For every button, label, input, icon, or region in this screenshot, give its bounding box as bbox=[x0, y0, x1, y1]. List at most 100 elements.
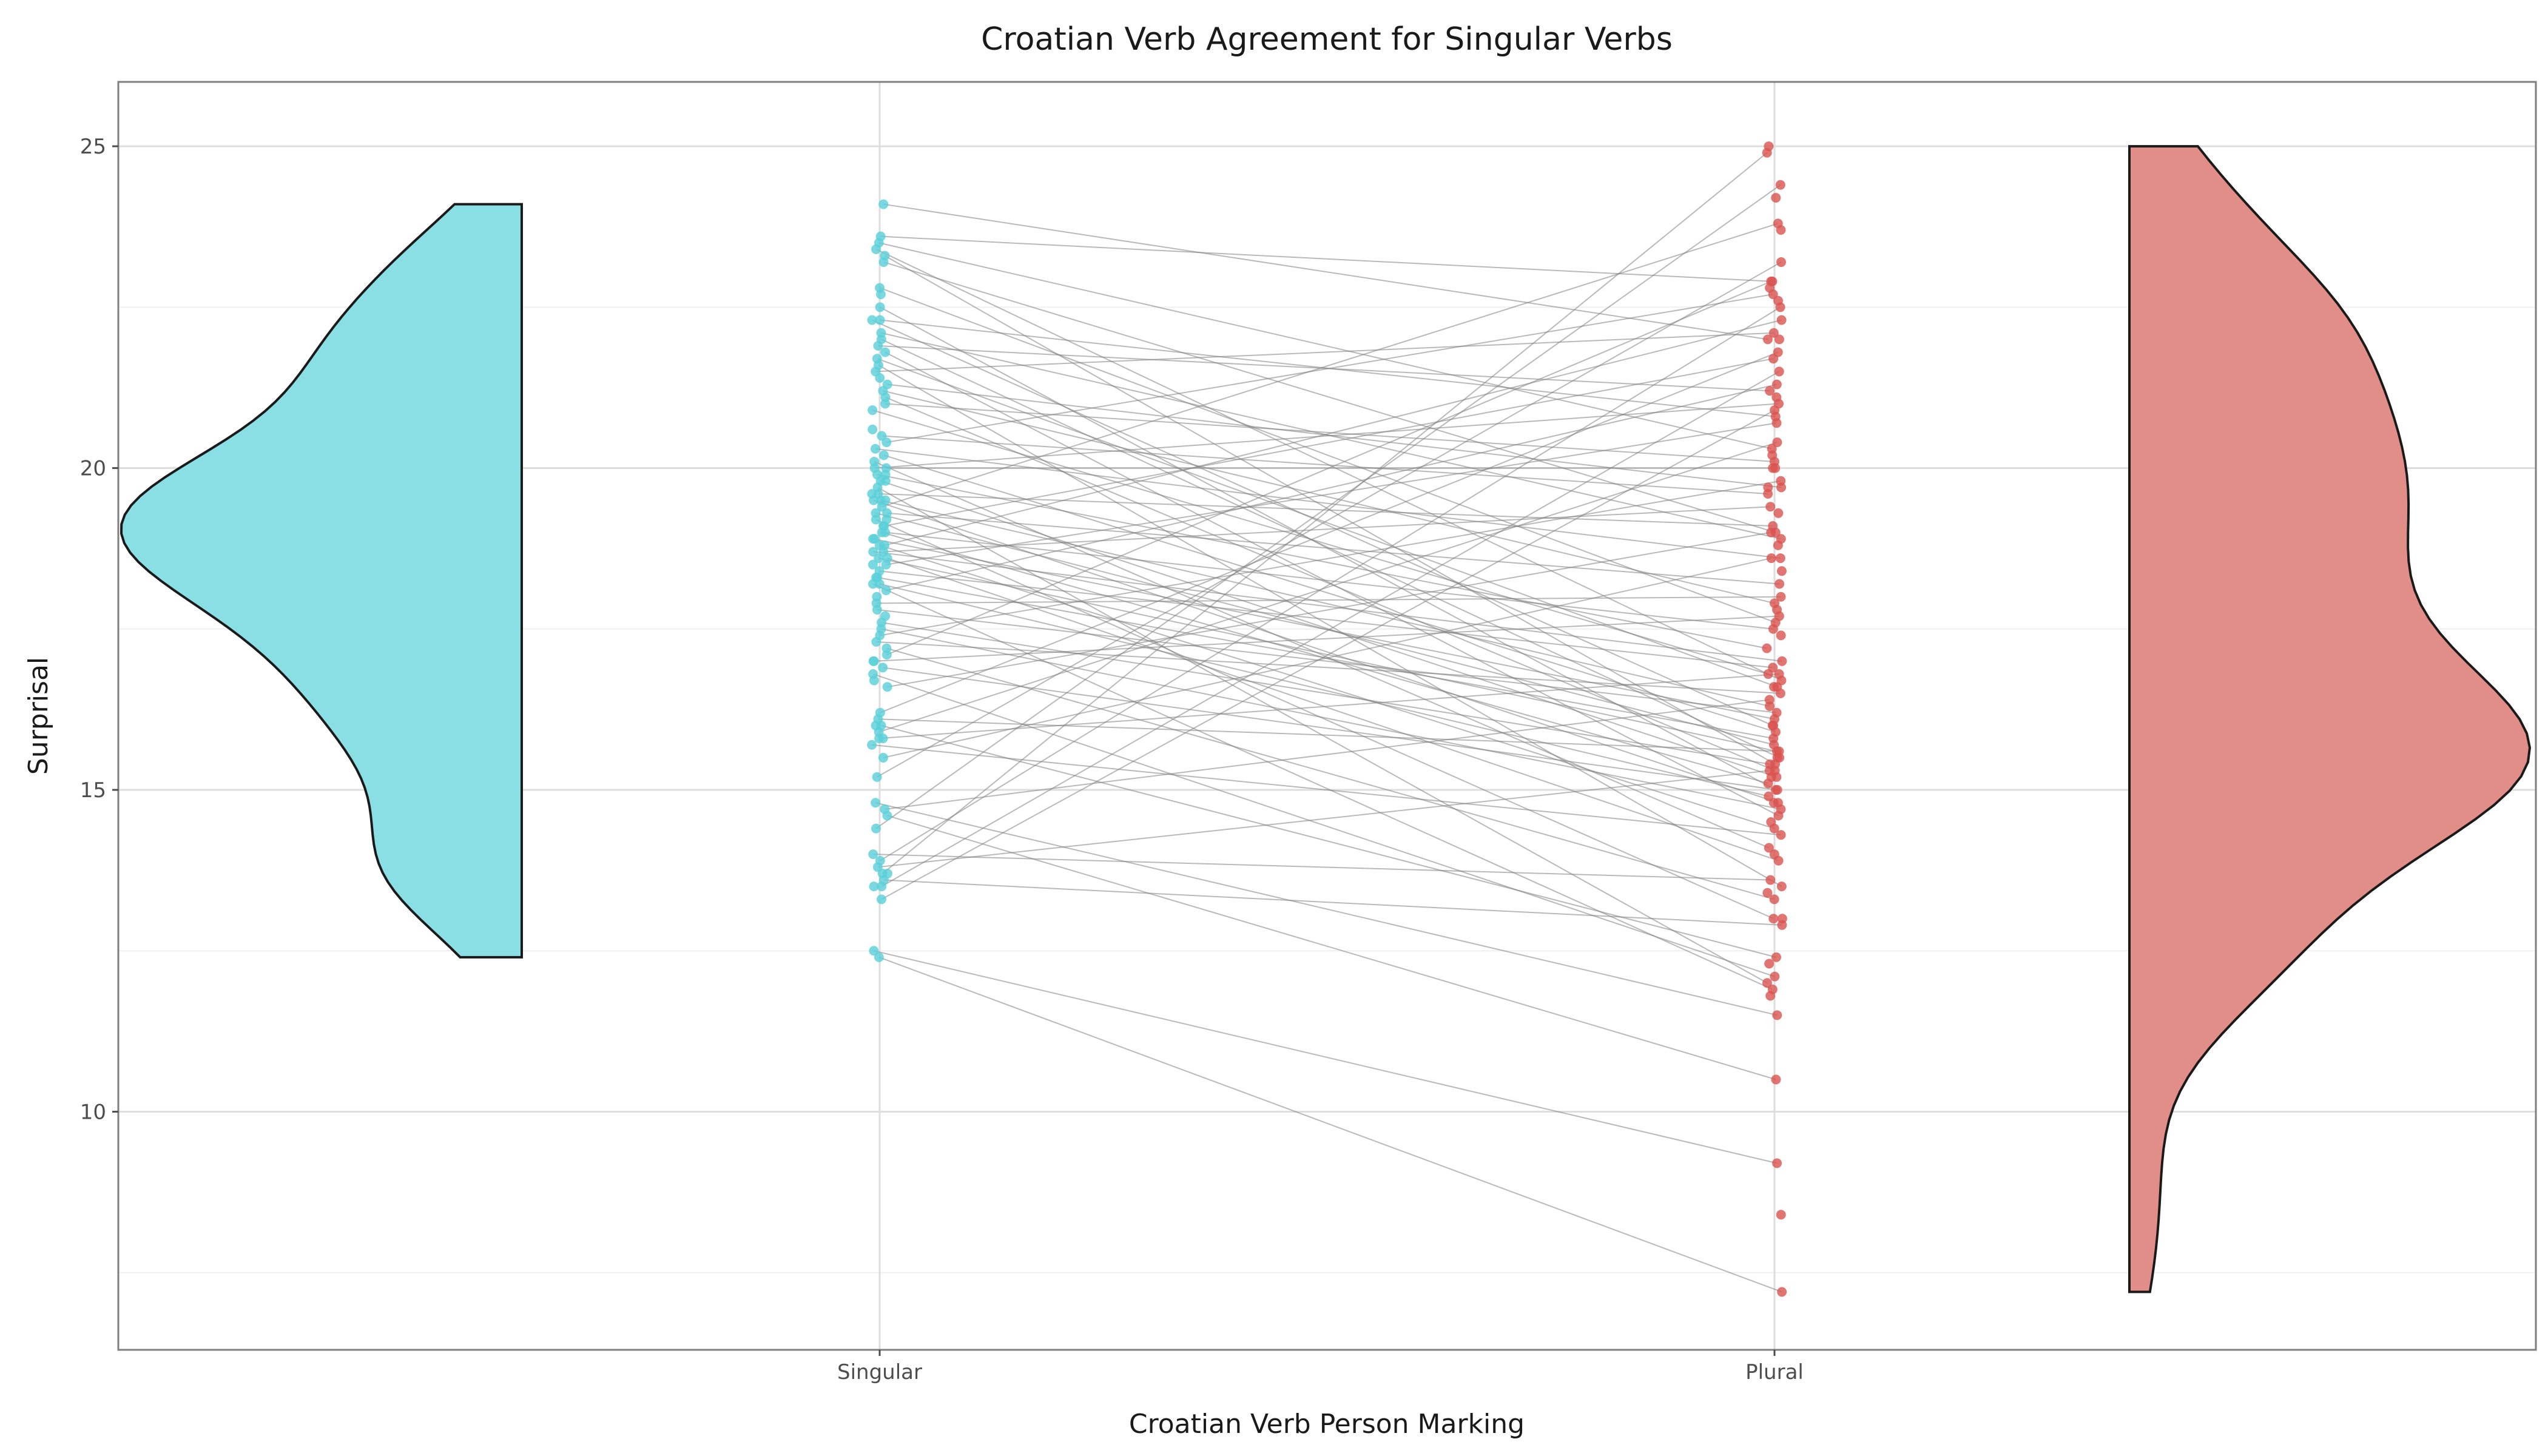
point-plural bbox=[1773, 347, 1783, 357]
pair-line bbox=[884, 319, 1782, 546]
point-plural bbox=[1765, 386, 1775, 396]
pair-line bbox=[880, 480, 1781, 636]
point-singular bbox=[867, 315, 877, 325]
pair-line bbox=[881, 223, 1779, 508]
pair-line bbox=[874, 403, 1779, 469]
point-plural bbox=[1769, 894, 1779, 905]
point-plural bbox=[1772, 1010, 1782, 1020]
pair-line bbox=[885, 699, 1770, 810]
point-singular bbox=[872, 592, 882, 602]
pair-line bbox=[886, 647, 1774, 900]
point-plural bbox=[1775, 688, 1785, 698]
pair-line bbox=[874, 615, 1779, 662]
pair-line bbox=[875, 802, 1778, 1016]
pair-line bbox=[876, 596, 1781, 604]
point-singular bbox=[880, 347, 891, 357]
pair-line bbox=[875, 332, 1774, 372]
point-singular bbox=[875, 289, 886, 300]
violin-singular bbox=[120, 203, 523, 959]
point-singular bbox=[868, 424, 878, 434]
x-axis-ticks: Singular Plural bbox=[837, 1350, 1804, 1384]
point-plural bbox=[1771, 418, 1782, 428]
pair-line bbox=[887, 815, 1776, 1080]
x-tick-label: Singular bbox=[837, 1360, 922, 1384]
pair-line bbox=[875, 184, 1781, 829]
pair-line bbox=[877, 261, 1782, 778]
point-singular bbox=[878, 521, 889, 531]
point-plural bbox=[1772, 1158, 1782, 1168]
point-plural bbox=[1767, 450, 1778, 460]
point-plural bbox=[1772, 785, 1782, 795]
point-plural bbox=[1771, 707, 1782, 718]
pair-line bbox=[885, 351, 1779, 817]
point-plural bbox=[1774, 669, 1784, 679]
point-singular bbox=[875, 373, 885, 383]
pair-line bbox=[883, 261, 1776, 533]
point-plural bbox=[1768, 720, 1779, 730]
pair-line bbox=[877, 474, 1767, 649]
point-plural bbox=[1766, 772, 1776, 782]
point-plural bbox=[1776, 1210, 1786, 1220]
pair-line bbox=[881, 724, 1777, 958]
point-singular bbox=[868, 405, 878, 416]
pair-line bbox=[883, 454, 1776, 733]
pair-line bbox=[879, 583, 1769, 797]
point-plural bbox=[1768, 328, 1779, 338]
point-singular bbox=[871, 636, 881, 647]
point-singular bbox=[881, 650, 892, 660]
pair-line bbox=[880, 480, 1777, 778]
pair-line bbox=[879, 544, 1774, 829]
point-plural bbox=[1762, 334, 1773, 345]
point-singular bbox=[868, 559, 878, 570]
point-singular bbox=[871, 720, 881, 730]
point-singular bbox=[875, 302, 885, 312]
point-plural bbox=[1772, 437, 1782, 448]
point-singular bbox=[869, 534, 880, 544]
pair-line bbox=[879, 570, 1773, 669]
point-singular bbox=[877, 881, 887, 892]
point-plural bbox=[1776, 257, 1786, 268]
point-plural bbox=[1776, 315, 1787, 325]
pair-line bbox=[886, 383, 1778, 592]
point-plural bbox=[1776, 881, 1787, 892]
y-axis-title: Surprisal bbox=[23, 657, 54, 775]
point-singular bbox=[871, 798, 881, 808]
point-plural bbox=[1764, 959, 1774, 969]
pair-line bbox=[874, 461, 1770, 849]
pair-line bbox=[886, 294, 1773, 443]
pair-line bbox=[885, 531, 1774, 630]
plot-border bbox=[117, 81, 2537, 1351]
point-singular bbox=[882, 868, 892, 878]
point-singular bbox=[871, 514, 881, 525]
y-tick-label: 25 bbox=[80, 135, 106, 159]
point-singular bbox=[872, 604, 882, 615]
point-plural bbox=[1773, 508, 1784, 518]
pair-line bbox=[880, 351, 1779, 713]
point-plural bbox=[1776, 566, 1787, 576]
pair-line bbox=[875, 448, 1781, 559]
point-plural bbox=[1771, 192, 1781, 203]
pair-line bbox=[883, 203, 1768, 340]
point-singular bbox=[878, 450, 889, 460]
point-singular bbox=[868, 547, 878, 557]
violins bbox=[120, 145, 2532, 1293]
pair-line bbox=[872, 744, 1781, 836]
pair-line bbox=[878, 345, 1770, 392]
point-plural bbox=[1765, 991, 1776, 1001]
pair-line bbox=[886, 280, 1771, 656]
point-plural bbox=[1777, 656, 1787, 666]
pair-line bbox=[878, 673, 1779, 740]
point-singular bbox=[874, 553, 884, 564]
point-singular bbox=[878, 733, 888, 744]
point-singular bbox=[868, 656, 878, 666]
point-singular bbox=[878, 257, 889, 268]
pair-line bbox=[880, 306, 1781, 861]
pair-line bbox=[882, 152, 1768, 874]
point-plural bbox=[1771, 952, 1781, 962]
point-plural bbox=[1764, 141, 1774, 152]
point-singular bbox=[872, 772, 882, 782]
points bbox=[867, 141, 1787, 1297]
pair-line bbox=[885, 403, 1775, 462]
point-singular bbox=[881, 437, 892, 448]
point-plural bbox=[1776, 830, 1786, 840]
